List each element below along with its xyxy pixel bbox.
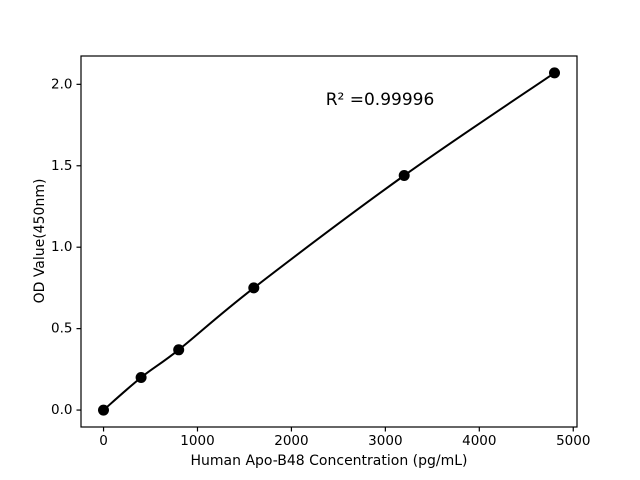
y-tick-label: 0.0 xyxy=(51,402,72,418)
x-tick-label: 4000 xyxy=(462,433,496,449)
x-tick-label: 3000 xyxy=(368,433,402,449)
x-tick-label: 5000 xyxy=(556,433,590,449)
data-point xyxy=(135,372,147,383)
r-squared-annotation: R² =0.99996 xyxy=(325,90,435,110)
data-point xyxy=(398,170,410,181)
standard-curve-line xyxy=(102,72,556,411)
y-tick-label: 1.5 xyxy=(51,158,72,174)
data-point xyxy=(98,404,109,416)
x-axis-label: Human Apo-B48 Concentration (pg/mL) xyxy=(190,453,468,469)
plot-box xyxy=(80,55,578,428)
data-point xyxy=(248,282,260,294)
y-tick-label: 0.5 xyxy=(51,321,72,337)
y-axis-label: OD Value(450nm) xyxy=(32,178,48,304)
y-tick-label: 1.0 xyxy=(51,239,72,255)
x-tick-label: 2000 xyxy=(274,433,308,449)
x-tick-label: 0 xyxy=(99,433,108,449)
y-tick-label: 2.0 xyxy=(51,76,72,92)
x-tick-label: 1000 xyxy=(180,433,214,449)
data-point xyxy=(549,67,560,79)
data-point xyxy=(173,344,185,356)
